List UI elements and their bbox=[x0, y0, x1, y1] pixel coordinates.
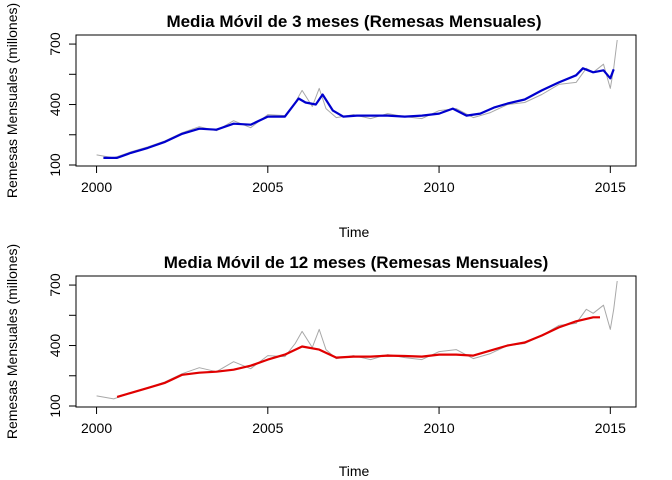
chart-title: Media Móvil de 3 meses (Remesas Mensuale… bbox=[166, 12, 541, 31]
x-tick-label: 2010 bbox=[423, 179, 454, 195]
y-tick-label: 700 bbox=[47, 273, 63, 297]
x-axis: 2000 2005 2010 2015 bbox=[81, 406, 626, 436]
x-tick-label: 2000 bbox=[81, 179, 112, 195]
series-group bbox=[96, 39, 618, 159]
moving-average-line bbox=[103, 67, 615, 159]
x-tick-label: 2000 bbox=[81, 420, 112, 436]
x-axis-label: Time bbox=[339, 224, 370, 240]
x-tick-label: 2010 bbox=[423, 420, 454, 436]
y-tick-label: 700 bbox=[47, 32, 63, 56]
moving-average-line bbox=[116, 316, 600, 398]
plot-frame bbox=[75, 275, 637, 408]
y-tick-label: 400 bbox=[47, 93, 63, 117]
y-axis: 100 400 700 bbox=[47, 273, 77, 418]
x-axis: 2000 2005 2010 2015 bbox=[81, 165, 626, 195]
chart-panel-12-month: Media Móvil de 12 meses (Remesas Mensual… bbox=[4, 244, 637, 479]
y-axis-label: Remesas Mensuales (millones) bbox=[4, 3, 20, 198]
plot-frame bbox=[75, 34, 637, 167]
x-tick-label: 2005 bbox=[252, 179, 283, 195]
y-tick-label: 400 bbox=[47, 334, 63, 358]
raw-series-line bbox=[96, 39, 618, 159]
chart-panel-3-month: Media Móvil de 3 meses (Remesas Mensuale… bbox=[4, 3, 637, 240]
chart-title: Media Móvil de 12 meses (Remesas Mensual… bbox=[164, 253, 549, 272]
y-tick-label: 100 bbox=[47, 394, 63, 418]
x-axis-label: Time bbox=[339, 463, 370, 479]
x-tick-label: 2015 bbox=[595, 179, 626, 195]
x-tick-label: 2005 bbox=[252, 420, 283, 436]
y-axis-label: Remesas Mensuales (millones) bbox=[4, 244, 20, 439]
series-group bbox=[96, 280, 618, 400]
y-tick-label: 100 bbox=[47, 153, 63, 177]
y-axis: 100 400 700 bbox=[47, 32, 77, 177]
raw-series-line bbox=[96, 280, 618, 400]
x-tick-label: 2015 bbox=[595, 420, 626, 436]
